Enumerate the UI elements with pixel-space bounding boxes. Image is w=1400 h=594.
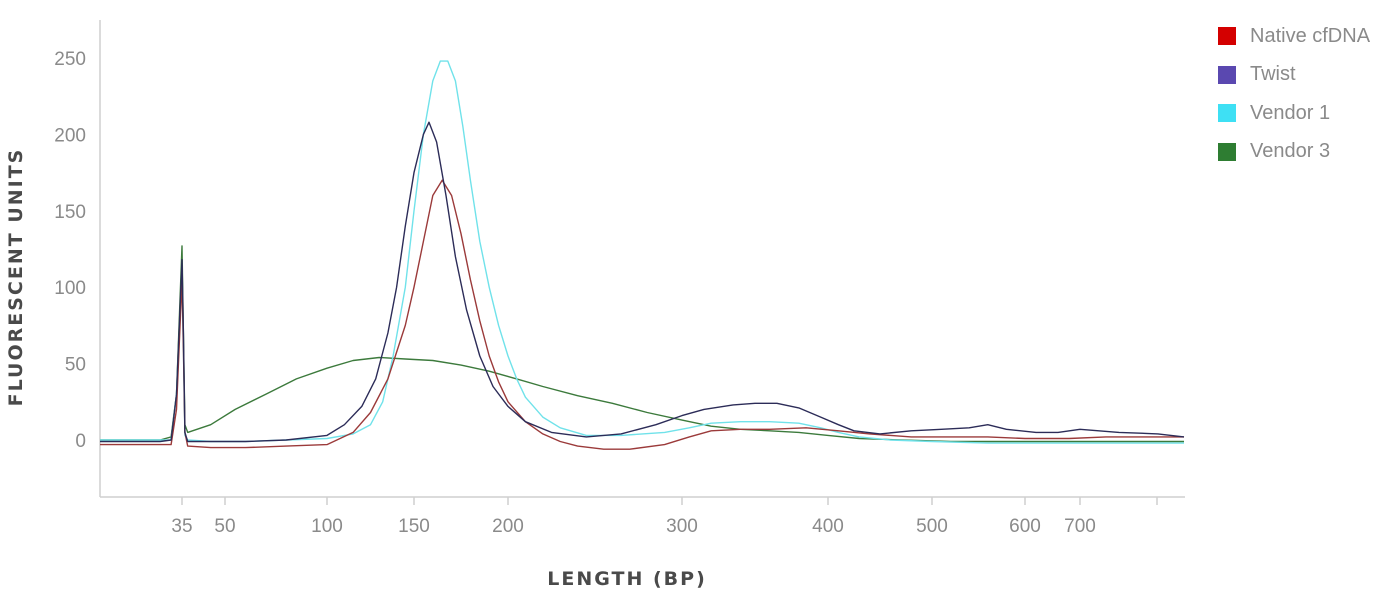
y-tick-label: 0 xyxy=(75,431,86,452)
y-tick-label: 250 xyxy=(54,49,86,70)
x-tick-label: 150 xyxy=(398,516,430,537)
x-tick-label: 700 xyxy=(1064,516,1096,537)
legend-swatch xyxy=(1218,104,1236,123)
x-tick-label: 50 xyxy=(214,516,235,537)
x-tick-label: 200 xyxy=(492,516,524,537)
legend-item: Vendor 1 xyxy=(1218,94,1370,133)
x-tick-label: 400 xyxy=(812,516,844,537)
y-tick-label: 100 xyxy=(54,278,86,299)
legend-item: Twist xyxy=(1218,56,1370,95)
x-axis-title: LENGTH (BP) xyxy=(547,568,707,590)
legend-swatch xyxy=(1218,65,1236,84)
legend: Native cfDNA Twist Vendor 1 Vendor 3 xyxy=(1218,17,1370,171)
legend-label: Vendor 1 xyxy=(1250,101,1331,124)
y-tick-label: 150 xyxy=(54,202,86,223)
legend-item: Vendor 3 xyxy=(1218,133,1370,172)
x-tick-label: 35 xyxy=(171,516,192,537)
x-axis: 35 50 100 150 200 300 400 500 600 700 xyxy=(100,496,1185,537)
legend-label: Native cfDNA xyxy=(1250,24,1371,47)
y-tick-label: 200 xyxy=(54,125,86,146)
series-line-vendor-3 xyxy=(100,245,1184,443)
series-line-vendor-1 xyxy=(100,60,1184,444)
x-tick-label: 300 xyxy=(666,516,698,537)
legend-item: Native cfDNA xyxy=(1218,17,1370,56)
series-line-native-cfdna xyxy=(100,179,1184,450)
y-axis-title: FLUORESCENT UNITS xyxy=(5,148,27,407)
y-axis: 0 50 100 150 200 250 xyxy=(54,20,101,497)
x-tick-label: 500 xyxy=(916,516,948,537)
series-layer xyxy=(100,60,1185,450)
legend-swatch xyxy=(1218,142,1236,161)
legend-label: Twist xyxy=(1250,63,1296,86)
series-line-twist xyxy=(100,121,1185,443)
legend-swatch xyxy=(1218,27,1236,46)
x-tick-label: 600 xyxy=(1009,516,1041,537)
legend-label: Vendor 3 xyxy=(1250,140,1331,163)
x-tick-label: 100 xyxy=(311,516,343,537)
y-tick-label: 50 xyxy=(65,355,86,376)
